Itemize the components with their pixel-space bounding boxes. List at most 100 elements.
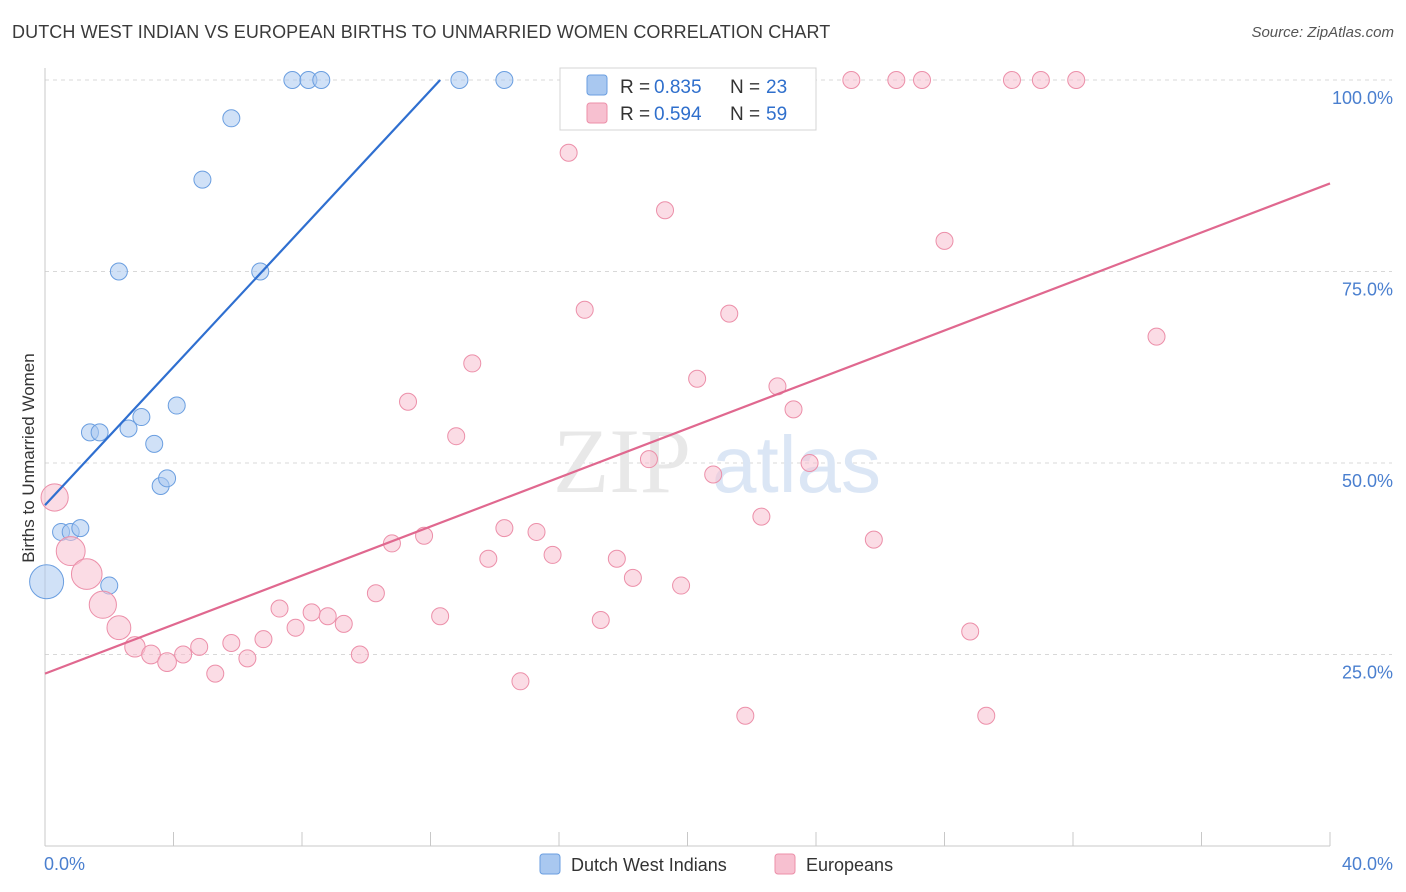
y-tick-label: 25.0%	[1342, 663, 1393, 683]
dutch-west-indian-point	[222, 109, 241, 128]
gridlines	[45, 79, 1392, 655]
european-point	[913, 71, 932, 89]
axes	[44, 68, 1331, 847]
series-legend-label-pink: Europeans	[806, 855, 893, 875]
european-point	[1067, 71, 1086, 89]
dutch-west-indian-point	[90, 423, 109, 442]
european-point	[842, 71, 861, 89]
legend-swatch-blue	[586, 74, 608, 96]
european-point	[720, 304, 739, 323]
legend-n-label-2: N =	[730, 104, 760, 125]
european-point	[463, 354, 482, 373]
y-axis-label: Births to Unmarried Women	[19, 353, 38, 562]
dutch-west-indian-point	[132, 408, 151, 427]
european-point	[1002, 71, 1021, 89]
dutch-west-indian-point	[251, 262, 270, 281]
legend-r-label-2: R =	[620, 104, 650, 125]
european-point	[190, 637, 209, 656]
european-point	[1147, 327, 1166, 346]
legend-n-value-1: 23	[766, 77, 787, 98]
european-point	[495, 519, 514, 538]
european-point	[479, 549, 498, 568]
european-point	[672, 576, 691, 595]
european-point	[688, 369, 707, 388]
legend-r-label-1: R =	[620, 77, 650, 98]
european-point	[399, 392, 418, 411]
dutch-west-indian-point	[193, 170, 212, 189]
european-point	[206, 664, 225, 683]
y-tick-label: 75.0%	[1342, 280, 1393, 300]
dutch-west-indian-point	[312, 71, 331, 89]
european-point	[157, 652, 177, 673]
european-point	[935, 231, 954, 250]
legend-n-value-2: 59	[766, 104, 787, 125]
european-point	[511, 672, 530, 691]
european-point	[286, 618, 305, 637]
european-point	[318, 607, 337, 626]
european-point	[174, 645, 193, 664]
tick-labels: 25.0% 50.0% 75.0% 100.0% 0.0% 40.0%	[44, 88, 1393, 874]
european-point	[70, 558, 103, 590]
european-trendline	[44, 182, 1331, 675]
european-point	[736, 706, 755, 725]
series-legend-swatch-pink	[774, 853, 796, 875]
european-point	[864, 530, 883, 549]
chart-title: DUTCH WEST INDIAN VS EUROPEAN BIRTHS TO …	[12, 22, 831, 42]
dutch-west-indian-point	[167, 396, 186, 415]
legend-r-value-2: 0.594	[654, 104, 702, 125]
dutch-west-indian-point	[450, 71, 469, 89]
european-point	[238, 649, 257, 668]
european-point	[366, 584, 385, 603]
series-legend: Dutch West Indians Europeans	[539, 853, 893, 875]
watermark-zip: ZIP	[553, 410, 691, 512]
european-point	[431, 607, 450, 626]
european-point	[800, 454, 819, 472]
series-legend-label-blue: Dutch West Indians	[571, 855, 727, 875]
european-point	[40, 483, 69, 512]
y-tick-label: 50.0%	[1342, 471, 1393, 491]
european-point	[752, 507, 771, 526]
european-point	[559, 143, 578, 162]
european-point	[784, 400, 803, 419]
watermark: ZIP atlas	[553, 410, 881, 512]
european-point	[527, 522, 546, 541]
european-point	[270, 599, 289, 618]
european-point	[639, 450, 658, 469]
european-point	[350, 645, 369, 664]
dutch-west-indian-point	[119, 419, 138, 438]
x-tick-label-min: 0.0%	[44, 854, 85, 874]
series-legend-swatch-blue	[539, 853, 561, 875]
dutch-west-indian-point	[283, 71, 302, 89]
y-tick-label: 100.0%	[1332, 88, 1393, 108]
trendlines	[44, 79, 1331, 675]
dutch-west-indian-point	[71, 519, 90, 538]
legend-n-label-1: N =	[730, 77, 760, 98]
dutch-west-indian-point	[109, 262, 128, 281]
european-point	[88, 590, 117, 619]
legend-swatch-pink	[586, 102, 608, 124]
european-point	[887, 71, 906, 89]
dutch-west-indian-point	[29, 564, 65, 600]
european-point	[447, 427, 466, 446]
european-point	[977, 706, 996, 725]
european-point	[254, 630, 273, 649]
european-point	[302, 603, 321, 622]
correlation-legend: R = 0.835 N = 23 R = 0.594 N = 59	[559, 67, 817, 131]
european-point	[623, 568, 642, 587]
dutch-west-indian-point	[158, 469, 177, 488]
legend-r-value-1: 0.835	[654, 77, 702, 98]
european-point	[591, 611, 610, 630]
european-point	[1031, 71, 1050, 89]
european-point	[656, 201, 675, 220]
european-point	[543, 545, 562, 564]
chart-source: Source: ZipAtlas.com	[1251, 24, 1394, 41]
european-point	[704, 465, 723, 484]
european-point	[961, 622, 980, 641]
data-points	[29, 71, 1166, 725]
european-point	[55, 536, 86, 567]
european-point	[575, 300, 594, 319]
european-point	[222, 634, 241, 653]
dutch-west-indian-point	[145, 434, 164, 453]
european-point	[141, 644, 161, 665]
